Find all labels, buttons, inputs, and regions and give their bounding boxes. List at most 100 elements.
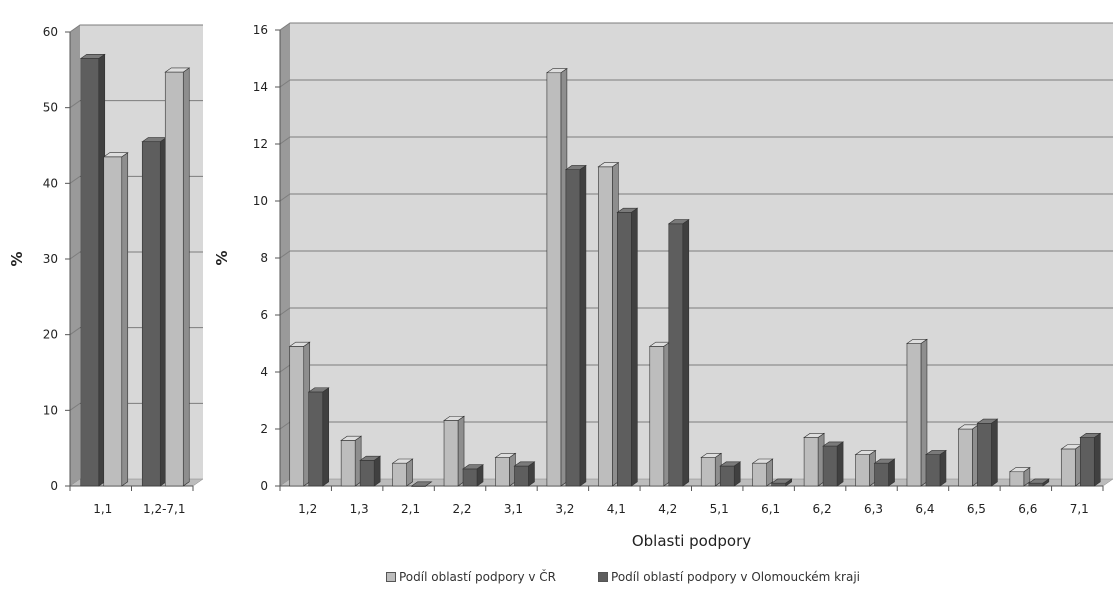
bar-1-cr-2 xyxy=(391,458,414,487)
bar-1-cr-5 xyxy=(545,67,568,487)
gridline-1-7 xyxy=(279,79,1113,88)
bar-1-cr-10 xyxy=(803,432,826,487)
y-tick-label-1-6: 12 xyxy=(253,137,268,151)
legend-swatch-cr xyxy=(386,572,396,582)
gridline-1-8 xyxy=(279,22,1113,31)
x-tick-label-1-6: 4,1 xyxy=(607,502,626,516)
bar-1-olomouc-13-side xyxy=(991,418,998,487)
bar-1-olomouc-2-top xyxy=(410,481,433,487)
bar-1-cr-4-top xyxy=(494,452,517,458)
bar-1-cr-7-face xyxy=(649,346,665,487)
y-tick-label-1-4: 8 xyxy=(260,251,268,265)
bar-1-cr-6 xyxy=(597,162,620,487)
bar-0-cr-1-top xyxy=(164,67,191,73)
bar-0-cr-0 xyxy=(102,152,129,487)
bar-1-olomouc-2 xyxy=(410,481,433,487)
x-tick-label-1-13: 6,5 xyxy=(967,502,986,516)
bar-1-olomouc-11-side xyxy=(888,458,895,487)
bar-1-cr-3 xyxy=(443,415,465,487)
y-tick-label-0-2: 20 xyxy=(43,328,58,342)
bar-1-cr-8-top xyxy=(700,452,723,458)
bar-1-olomouc-6-top xyxy=(616,207,639,213)
y-tick-label-1-2: 4 xyxy=(260,365,268,379)
bar-1-olomouc-11-top xyxy=(873,458,896,464)
bar-1-olomouc-4-face xyxy=(514,465,529,487)
bar-1-olomouc-0-top xyxy=(307,387,330,393)
bar-1-olomouc-8-top xyxy=(719,461,742,467)
bar-0-cr-0-side xyxy=(121,152,129,487)
bar-1-cr-9 xyxy=(751,458,774,487)
bar-0-olomouc-0 xyxy=(79,53,106,487)
bar-1-olomouc-9-top xyxy=(770,478,793,484)
y-tick-label-0-1: 10 xyxy=(43,403,58,417)
bar-1-olomouc-10-top xyxy=(822,441,845,447)
bar-0-cr-0-top xyxy=(102,152,129,158)
bar-1-cr-2-top xyxy=(391,458,414,464)
x-tick-label-1-8: 5,1 xyxy=(710,502,729,516)
bar-1-cr-9-side xyxy=(766,458,773,487)
x-tick-label-1-14: 6,6 xyxy=(1018,502,1037,516)
bar-1-olomouc-7-top xyxy=(667,219,690,225)
bar-1-cr-7 xyxy=(648,341,671,487)
bar-1-olomouc-10-face xyxy=(822,445,838,487)
bar-1-cr-12 xyxy=(906,338,928,487)
bar-0-cr-1-side xyxy=(182,67,190,487)
y-tick-label-0-0: 0 xyxy=(50,479,58,493)
bar-0-olomouc-0-face xyxy=(80,58,100,487)
x-tick-label-1-1: 1,3 xyxy=(350,502,369,516)
x-tick-label-1-11: 6,3 xyxy=(864,502,883,516)
bar-1-cr-1-face xyxy=(340,440,356,487)
bar-1-olomouc-11 xyxy=(873,458,896,487)
bar-1-cr-4 xyxy=(494,452,517,487)
x-tick-label-0-0: 1,1 xyxy=(93,502,112,516)
bar-1-olomouc-4-top xyxy=(513,461,536,467)
gridline-0-5 xyxy=(69,100,203,109)
bar-1-cr-10-top xyxy=(803,433,826,438)
x-axis-title-1: Oblasti podpory xyxy=(632,532,751,550)
bar-1-olomouc-9-face xyxy=(771,482,786,487)
y-tick-label-0-5: 50 xyxy=(43,101,58,115)
bar-1-cr-1-top xyxy=(340,435,363,441)
legend-swatch-olomouc xyxy=(598,572,609,582)
bar-1-cr-0-face xyxy=(289,346,305,487)
x-tick-label-1-5: 3,2 xyxy=(555,502,574,516)
y-tick-label-1-3: 6 xyxy=(260,308,268,322)
bar-1-cr-6-face xyxy=(598,166,613,487)
y-axis-title-0: % xyxy=(8,251,26,266)
bar-1-olomouc-11-face xyxy=(874,462,889,487)
y-tick-label-1-8: 16 xyxy=(253,23,268,37)
bar-1-cr-10-face xyxy=(803,437,819,487)
x-tick-label-1-9: 6,1 xyxy=(761,502,780,516)
bar-1-olomouc-7-face xyxy=(668,223,684,487)
bar-1-olomouc-13-top xyxy=(976,418,999,424)
bar-1-olomouc-8-face xyxy=(719,465,735,487)
bar-1-olomouc-3-face xyxy=(462,468,478,487)
bar-0-cr-1 xyxy=(164,67,191,487)
bar-1-cr-8-face xyxy=(700,457,716,487)
y-tick-label-1-7: 14 xyxy=(253,80,268,94)
x-tick-label-1-12: 6,4 xyxy=(915,502,934,516)
y-tick-label-0-6: 60 xyxy=(43,25,58,39)
bar-1-olomouc-12 xyxy=(925,449,947,487)
bar-1-olomouc-1-side xyxy=(373,455,381,487)
legend-label-olomouc: Podíl oblastí podpory v Olomouckém kraji xyxy=(611,570,861,584)
bar-1-olomouc-15 xyxy=(1079,432,1102,487)
x-tick-label-1-3: 2,2 xyxy=(452,502,471,516)
bar-1-olomouc-0 xyxy=(307,387,330,487)
x-tick-label-1-10: 6,2 xyxy=(813,502,832,516)
x-tick-label-0-1: 1,2-7,1 xyxy=(143,502,186,516)
x-tick-label-1-15: 7,1 xyxy=(1070,502,1089,516)
bar-0-olomouc-1 xyxy=(141,136,168,487)
bar-1-olomouc-7 xyxy=(667,219,690,487)
bar-1-olomouc-13-face xyxy=(977,422,992,487)
bar-1-cr-11 xyxy=(854,449,877,487)
bar-1-olomouc-12-top xyxy=(925,450,947,455)
gridline-0-6 xyxy=(69,24,203,33)
bar-1-olomouc-1-top xyxy=(359,455,382,461)
bar-1-olomouc-12-face xyxy=(925,454,941,487)
bar-1-olomouc-3 xyxy=(462,464,484,487)
bar-1-cr-9-top xyxy=(751,458,774,464)
bar-1-cr-15-face xyxy=(1060,448,1076,487)
bar-1-cr-14 xyxy=(1008,466,1031,487)
